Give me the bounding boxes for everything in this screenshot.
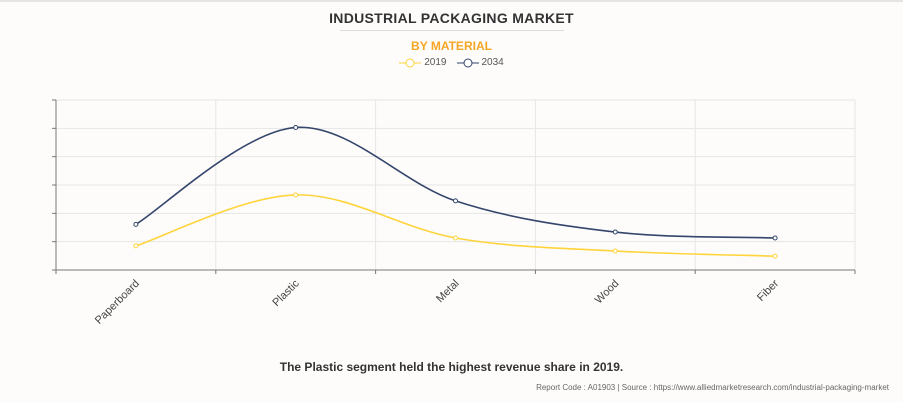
x-tick-label: Fiber xyxy=(755,277,781,303)
data-point-2034 xyxy=(133,221,139,227)
x-tick-label: Plastic xyxy=(270,277,302,309)
data-point-2034 xyxy=(612,229,618,235)
data-point-2034 xyxy=(772,235,778,241)
chart-title: INDUSTRIAL PACKAGING MARKET xyxy=(329,10,574,26)
x-tick-label: Metal xyxy=(434,278,462,306)
data-point-2019 xyxy=(453,235,458,241)
data-point-2019 xyxy=(772,253,778,259)
chart-caption: The Plastic segment held the highest rev… xyxy=(279,360,624,374)
data-point-2034 xyxy=(293,124,299,130)
data-point-2019 xyxy=(612,248,618,254)
legend-item-2034[interactable]: 2034 xyxy=(456,57,504,68)
legend-marker-2034-icon xyxy=(456,58,479,67)
title-divider xyxy=(340,30,564,31)
legend: 2019 2034 xyxy=(0,57,903,68)
series-line-2019 xyxy=(135,194,776,257)
data-point-2019 xyxy=(293,192,299,198)
legend-marker-2019-icon xyxy=(399,58,422,67)
legend-item-2019[interactable]: 2019 xyxy=(399,57,447,68)
x-tick-label: Paperboard xyxy=(93,278,142,327)
legend-label-2019: 2019 xyxy=(424,57,447,68)
series-line-2034 xyxy=(135,126,776,239)
data-point-2034 xyxy=(453,198,458,204)
chart-subtitle: BY MATERIAL xyxy=(411,39,492,53)
x-tick-label: Wood xyxy=(593,278,622,307)
legend-label-2034: 2034 xyxy=(481,57,504,68)
data-point-2019 xyxy=(133,243,139,249)
source-footer: Report Code : A01903 | Source : https://… xyxy=(536,383,889,392)
